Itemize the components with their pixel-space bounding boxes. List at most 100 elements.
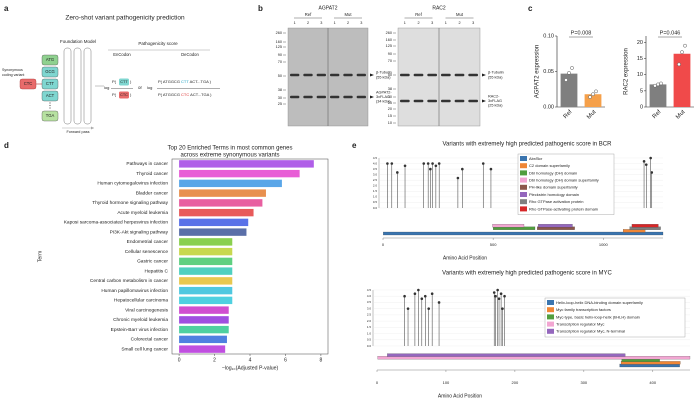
point	[570, 66, 574, 70]
x-tick-label: 100	[443, 380, 450, 385]
band	[441, 99, 451, 103]
y-tick-label: 1.0	[367, 331, 372, 335]
formula: P( ATGGCG CTT ACT...TGA )	[158, 79, 212, 84]
lollipop-head	[386, 162, 389, 165]
point	[659, 81, 663, 86]
model-layer	[83, 47, 92, 125]
legend-label: Abr/Bcr	[529, 156, 543, 161]
lane-label: 3	[320, 21, 322, 25]
lollipop-head	[649, 156, 652, 160]
x-tick-label: Mut	[586, 109, 598, 121]
band	[400, 73, 410, 77]
legend-swatch	[520, 192, 527, 197]
y-tick-label: 2.5	[367, 313, 372, 317]
bar	[673, 53, 691, 107]
log: log	[104, 85, 109, 90]
marker-label: 38	[388, 87, 392, 91]
variant-label: coding variant	[2, 73, 24, 77]
marker-label: 38	[278, 88, 282, 92]
bar	[179, 306, 229, 314]
lollipop-head	[430, 292, 434, 296]
band	[454, 99, 465, 103]
lollipop-head	[406, 307, 410, 310]
x-tick-label: 8	[320, 357, 323, 363]
band	[413, 99, 424, 103]
formula: P( ATGGCG CTC ACT...TGA )	[158, 92, 212, 97]
codon: ACT	[46, 93, 55, 98]
marker-label: 260	[276, 31, 282, 35]
point	[683, 43, 687, 48]
bar	[179, 208, 254, 217]
y-tick-label: Bladder cancer	[136, 190, 169, 196]
y-tick-label: 1.5	[367, 325, 372, 329]
band	[303, 95, 313, 99]
blot-title: AGPAT2	[319, 5, 338, 11]
codon-box	[119, 78, 129, 86]
lollipop-head	[501, 307, 504, 310]
band	[441, 73, 451, 77]
y-tick-label: 3.0	[367, 306, 372, 310]
model-layer	[73, 47, 82, 125]
y-tick-label: 3.0	[373, 172, 378, 176]
y-tick-label: Endometrial cancer	[127, 239, 169, 245]
lane-label: 3	[431, 21, 433, 25]
marker-label: 160	[276, 40, 282, 44]
score-label: Pathogenicity score	[138, 41, 178, 46]
y-tick-label: Acute myeloid leukemia	[117, 210, 168, 216]
legend-label: Transcription regulator Myc	[556, 321, 604, 326]
y-axis-label: AGPAT2 expression	[535, 45, 541, 98]
bar	[179, 325, 229, 334]
point	[591, 92, 595, 97]
chart-title: Variants with extremely high predicted p…	[442, 271, 612, 277]
bar	[649, 84, 667, 107]
formula-part: CTT	[181, 79, 189, 84]
y-tick-label: 0.05	[543, 69, 554, 75]
legend-swatch	[520, 184, 527, 190]
y-tick-label: 2.5	[373, 178, 378, 182]
bar	[179, 169, 300, 178]
y-tick-label: 4.5	[373, 156, 378, 160]
or: or	[138, 85, 143, 90]
legend-swatch	[547, 314, 554, 320]
band	[356, 95, 366, 99]
band	[290, 95, 300, 99]
y-tick-label: Gastric cancer	[137, 259, 168, 265]
point	[653, 83, 657, 88]
band	[468, 73, 478, 77]
lollipop-head	[503, 294, 506, 298]
domain	[631, 224, 659, 228]
band-label: (55 kDa)	[376, 75, 391, 79]
y-tick-label: 20	[637, 40, 643, 46]
y-tick-label: Central carbon metabolism in cancer	[90, 278, 169, 284]
y-tick-label: Pathways in cancer	[126, 161, 168, 167]
legend-label: C2 domain superfamily	[529, 163, 570, 168]
y-tick-label: 1.0	[373, 195, 378, 199]
legend-label: Myc-type, basic helix-loop-helix (bHLH) …	[556, 314, 640, 319]
y-tick-label: 4.0	[373, 161, 378, 165]
y-tick-label: 4.5	[367, 288, 372, 292]
y-tick-label: 0	[640, 104, 643, 110]
marker-label: 30	[278, 96, 282, 100]
y-tick-label: 0.0	[367, 344, 372, 348]
p-open: P(	[112, 79, 117, 84]
annotation: P=0.046	[660, 30, 681, 36]
bar	[179, 267, 233, 275]
y-tick-label: 0.00	[543, 104, 554, 110]
y-tick-label: Cellular senescence	[125, 249, 169, 255]
chart-title: Variants with extremely high predicted p…	[443, 142, 613, 148]
band	[316, 95, 326, 99]
marker-label: 90	[278, 53, 282, 57]
legend-label: Transcription regulator Myc, N-terminal	[556, 329, 625, 334]
band	[427, 73, 437, 77]
y-tick-label: Chronic myeloid leukemia	[113, 317, 168, 323]
codon-box	[41, 90, 59, 102]
lollipop-head	[413, 292, 417, 296]
band-label: β-Tubulin	[488, 71, 504, 75]
y-tick-label: 10	[637, 72, 643, 78]
y-tick-label: Hepatocellular carcinoma	[114, 298, 168, 304]
lollipop-head	[461, 167, 464, 171]
codon: GCG	[45, 69, 55, 74]
band	[316, 73, 326, 77]
band	[343, 95, 353, 99]
y-tick-label: 3.5	[367, 300, 372, 304]
